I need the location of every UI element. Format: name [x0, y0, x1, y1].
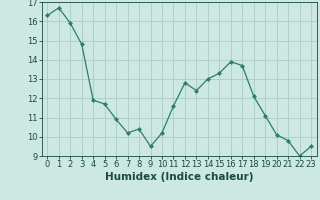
X-axis label: Humidex (Indice chaleur): Humidex (Indice chaleur) [105, 172, 253, 182]
